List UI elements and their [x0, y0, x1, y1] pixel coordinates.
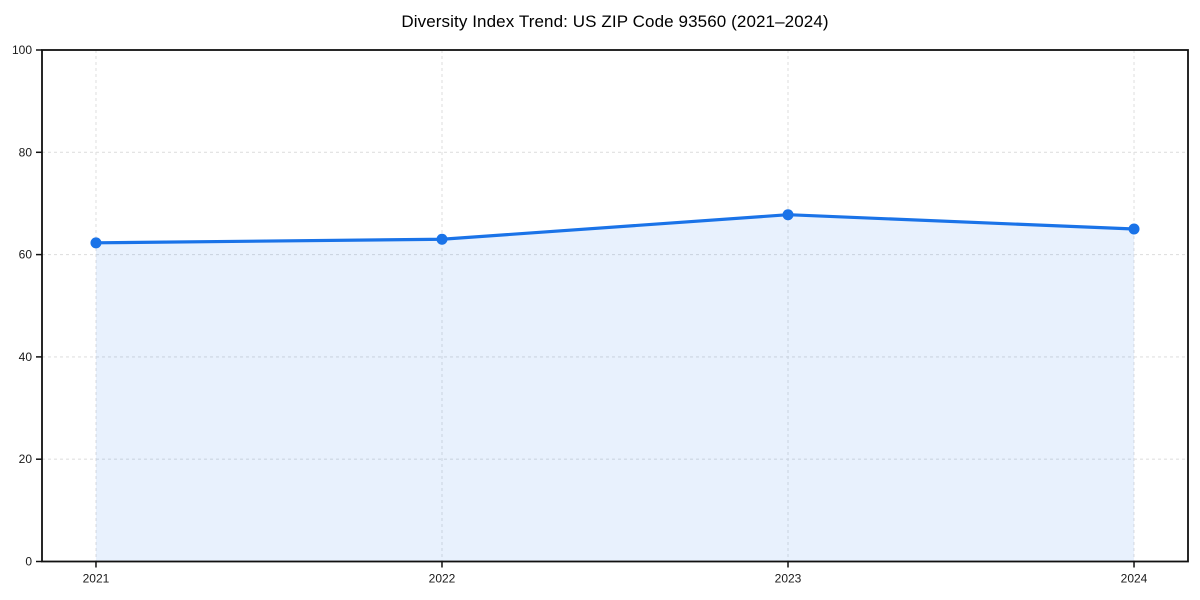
- y-tick-label: 0: [25, 555, 32, 569]
- data-point-marker: [436, 233, 448, 245]
- y-tick-label: 60: [19, 248, 33, 262]
- area-fill: [95, 214, 1135, 562]
- chart-title: Diversity Index Trend: US ZIP Code 93560…: [401, 12, 829, 31]
- y-tick-label: 40: [19, 350, 33, 364]
- data-point-marker: [90, 237, 102, 249]
- y-tick-label: 80: [19, 145, 33, 159]
- x-tick-label: 2022: [429, 572, 456, 586]
- x-tick-label: 2023: [775, 572, 802, 586]
- y-tick-label: 20: [19, 452, 33, 466]
- x-tick-label: 2024: [1121, 572, 1148, 586]
- plot-border: [41, 49, 1189, 563]
- x-tick-label: 2021: [83, 572, 110, 586]
- y-tick-label: 100: [12, 43, 32, 57]
- data-point-marker: [782, 209, 794, 221]
- trend-line: [94, 213, 1136, 245]
- data-point-marker: [1128, 223, 1140, 235]
